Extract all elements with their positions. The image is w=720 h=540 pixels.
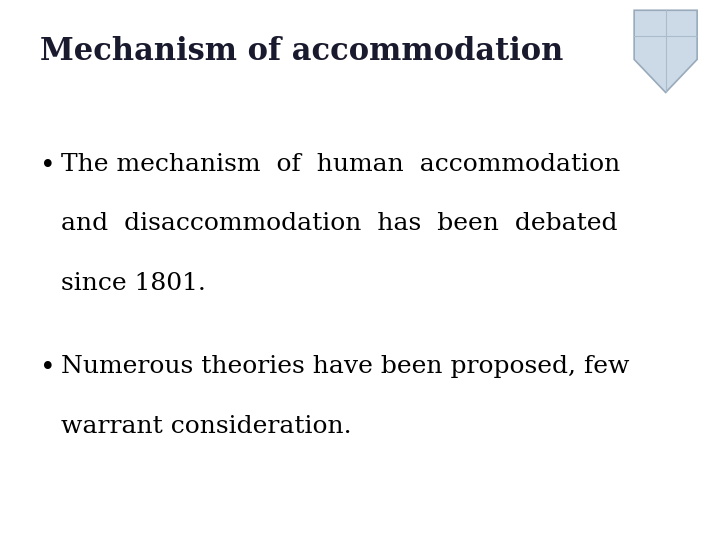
Text: •: • [40,355,55,380]
Text: •: • [40,153,55,178]
Text: The mechanism  of  human  accommodation: The mechanism of human accommodation [61,153,621,176]
Text: since 1801.: since 1801. [61,272,206,294]
Text: and  disaccommodation  has  been  debated: and disaccommodation has been debated [61,212,618,235]
Polygon shape [634,10,697,92]
Text: Numerous theories have been proposed, few: Numerous theories have been proposed, fe… [61,355,630,378]
Text: Mechanism of accommodation: Mechanism of accommodation [40,36,563,68]
Text: warrant consideration.: warrant consideration. [61,415,352,437]
